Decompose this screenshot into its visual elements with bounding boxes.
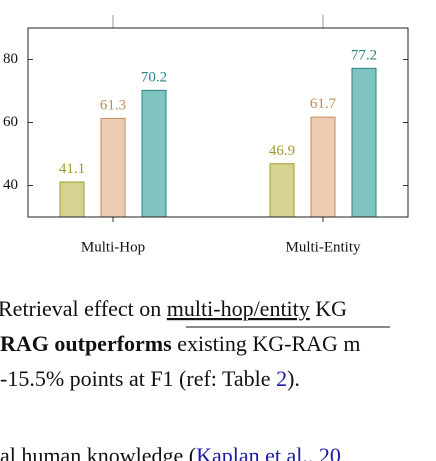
bar: [351, 67, 377, 218]
caption-text: multi-hop/entity: [167, 296, 310, 321]
bar: [141, 89, 167, 218]
caption-text: al human knowledge (: [0, 443, 196, 461]
link[interactable]: Kaplan et al., 20: [196, 443, 341, 461]
value-label: 61.7: [310, 96, 337, 112]
y-tick-label: 60: [3, 114, 18, 130]
value-label: 61.3: [100, 97, 126, 113]
y-tick-label: 40: [3, 177, 18, 193]
caption-line: Retrieval effect on multi-hop/entity KG: [0, 296, 347, 321]
caption-text: RAG outperforms: [0, 331, 172, 356]
caption-text: ).: [287, 366, 300, 391]
value-label: 70.2: [141, 69, 167, 85]
caption-text: KG: [310, 296, 347, 321]
x-tick-label: Multi-Hop: [81, 239, 145, 255]
caption-line: al human knowledge (Kaplan et al., 20: [0, 443, 341, 461]
plot-frame: [27, 27, 409, 218]
bar: [310, 116, 336, 218]
link[interactable]: 2: [276, 366, 287, 391]
bar: [269, 163, 295, 218]
chart: 40 60 80 Multi-Hop 41.1 61.3 70.2 Multi-Entity 4…: [3, 15, 409, 255]
value-label: 41.1: [59, 161, 85, 177]
value-label: 46.9: [269, 143, 295, 159]
bar: [100, 117, 126, 218]
caption-text: existing KG-RAG m: [172, 331, 361, 356]
y-tick-label: 80: [3, 51, 18, 67]
value-label: 77.2: [351, 47, 377, 63]
x-tick-label: Multi-Entity: [286, 239, 362, 255]
caption-text: -15.5% points at F1 (ref: Table: [0, 366, 276, 391]
bar: [59, 181, 85, 218]
caption-text: Retrieval effect on: [0, 296, 167, 321]
caption-line: RAG outperforms existing KG-RAG m: [0, 331, 361, 356]
caption-line: -15.5% points at F1 (ref: Table 2).: [0, 366, 300, 391]
